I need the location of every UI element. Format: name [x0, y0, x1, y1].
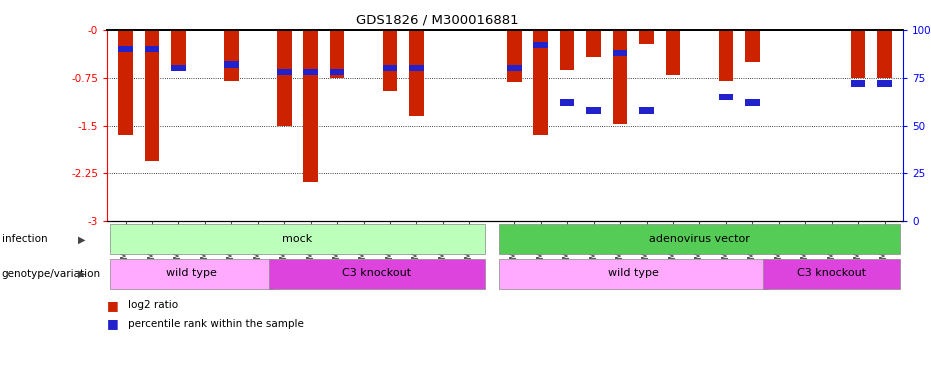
Bar — [499, 224, 900, 255]
Bar — [533, 42, 548, 48]
Text: C3 knockout: C3 knockout — [797, 268, 866, 278]
Text: wild type: wild type — [167, 268, 217, 278]
Text: adenovirus vector: adenovirus vector — [649, 234, 749, 244]
Bar — [277, 30, 291, 126]
Bar — [587, 107, 600, 114]
Text: log2 ratio: log2 ratio — [128, 300, 178, 310]
Bar — [304, 30, 318, 182]
Text: ■: ■ — [107, 299, 119, 312]
Text: infection: infection — [2, 234, 47, 244]
Bar — [277, 69, 291, 75]
Text: wild type: wild type — [608, 268, 659, 278]
Bar — [666, 30, 681, 75]
Text: ▶: ▶ — [78, 269, 86, 279]
Text: genotype/variation: genotype/variation — [2, 269, 101, 279]
Bar — [587, 30, 600, 57]
Bar — [304, 69, 318, 75]
Bar — [330, 69, 344, 75]
Text: ■: ■ — [107, 318, 119, 330]
Text: GDS1826 / M300016881: GDS1826 / M300016881 — [357, 13, 519, 26]
Bar — [383, 30, 398, 91]
Bar — [410, 65, 424, 71]
Bar — [507, 65, 521, 71]
Bar — [330, 30, 344, 78]
Bar — [613, 50, 627, 56]
Bar — [499, 259, 768, 289]
Bar — [745, 99, 760, 106]
Bar — [560, 30, 574, 70]
Bar — [171, 65, 186, 71]
Bar — [851, 30, 866, 78]
Bar — [507, 30, 521, 82]
Text: C3 knockout: C3 knockout — [343, 268, 412, 278]
Text: percentile rank within the sample: percentile rank within the sample — [128, 319, 304, 329]
Bar — [383, 65, 398, 71]
Text: ▶: ▶ — [78, 234, 86, 244]
Bar — [763, 259, 900, 289]
Bar — [640, 30, 654, 44]
Bar — [118, 46, 133, 53]
Bar — [224, 61, 238, 68]
Bar — [877, 30, 892, 78]
Bar — [851, 80, 866, 87]
Text: mock: mock — [282, 234, 313, 244]
Bar — [745, 30, 760, 62]
Bar — [533, 30, 548, 135]
Bar — [110, 224, 485, 255]
Bar — [410, 30, 424, 116]
Bar — [171, 30, 186, 65]
Bar — [719, 94, 733, 100]
Bar — [110, 259, 273, 289]
Bar — [640, 107, 654, 114]
Bar — [719, 30, 733, 81]
Bar — [224, 30, 238, 81]
Bar — [877, 80, 892, 87]
Bar — [613, 30, 627, 124]
Bar — [118, 30, 133, 135]
Bar — [269, 259, 485, 289]
Bar — [560, 99, 574, 106]
Bar — [144, 30, 159, 160]
Bar — [144, 46, 159, 53]
